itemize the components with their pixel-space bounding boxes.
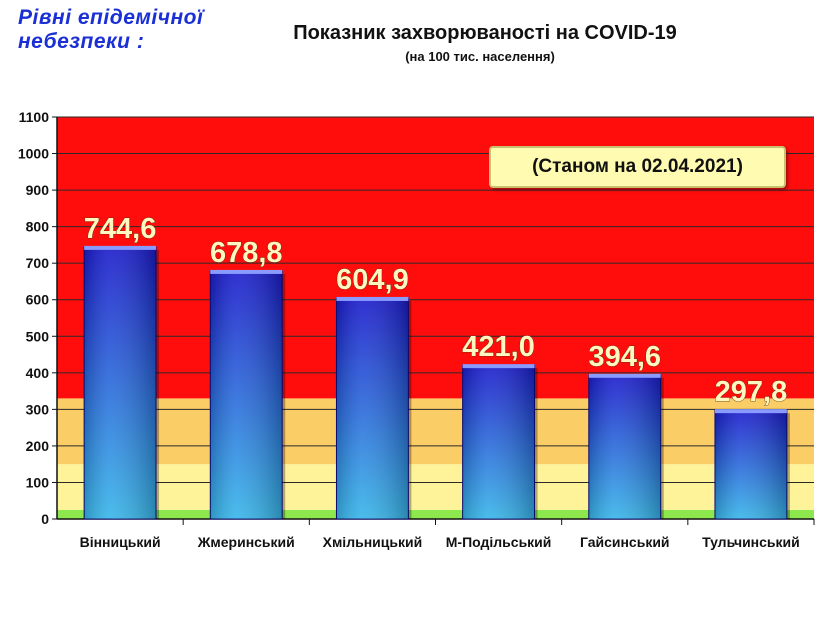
y-tick-label: 1000 — [18, 146, 49, 162]
value-label: 421,0 — [462, 331, 535, 363]
category-label: Хмільницький — [323, 534, 423, 550]
chart-title: Показник захворюваності на COVID-19 — [293, 22, 677, 44]
category-label: Жмеринський — [197, 534, 295, 550]
value-label: 297,8 — [715, 376, 788, 408]
bar-cap — [84, 245, 157, 250]
epidemic-levels-heading-line2: небезпеки : — [18, 30, 145, 53]
bar-shade — [84, 246, 157, 519]
epidemic-levels-heading-line1: Рівні епідемічної — [18, 6, 204, 29]
category-label: Гайсинський — [580, 534, 670, 550]
bar-shade — [588, 374, 661, 519]
y-tick-label: 0 — [41, 511, 49, 527]
y-tick-label: 600 — [26, 292, 50, 308]
y-tick-label: 500 — [26, 328, 50, 344]
epidemic-levels-heading: Рівні епідемічної небезпеки : — [18, 6, 203, 54]
y-tick-label: 300 — [26, 401, 50, 417]
bar-cap — [462, 364, 535, 369]
bar-shade — [210, 270, 283, 519]
chart-subtitle: (на 100 тис. населення) — [405, 49, 555, 64]
bar-cap — [588, 373, 661, 378]
y-tick-label: 1100 — [19, 109, 50, 125]
y-tick-label: 400 — [26, 365, 50, 381]
value-label: 394,6 — [588, 341, 661, 373]
date-note: (Станом на 02.04.2021) — [489, 146, 786, 188]
bar-cap — [210, 269, 283, 274]
bar-shade — [714, 410, 787, 519]
zone-band-0 — [57, 509, 814, 519]
category-label: Тульчинський — [702, 534, 800, 550]
category-label: Вінницький — [80, 534, 161, 550]
value-label: 604,9 — [336, 264, 409, 296]
y-tick-label: 800 — [26, 219, 50, 235]
value-label: 744,6 — [84, 213, 157, 245]
y-tick-label: 900 — [26, 182, 50, 198]
bar-shade — [462, 365, 535, 519]
bar-cap — [714, 409, 787, 414]
value-label: 678,8 — [210, 237, 283, 269]
bar-cap — [336, 296, 409, 301]
y-tick-label: 200 — [26, 438, 50, 454]
zone-band-1 — [57, 464, 814, 510]
category-label: М-Подільський — [446, 534, 552, 550]
zone-band-2 — [57, 398, 814, 465]
bar-shade — [336, 297, 409, 519]
y-tick-label: 100 — [26, 474, 50, 490]
y-tick-label: 700 — [26, 255, 50, 271]
